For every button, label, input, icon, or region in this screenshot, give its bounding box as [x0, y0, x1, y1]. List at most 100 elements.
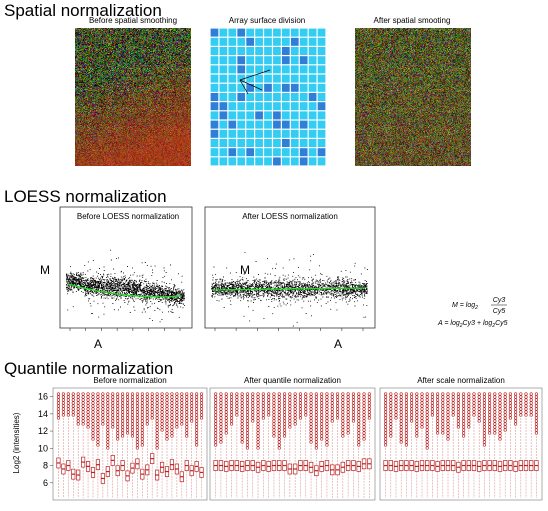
grid-cell — [237, 37, 246, 46]
outlier — [524, 407, 528, 411]
outlier — [120, 410, 125, 414]
outlier — [277, 416, 281, 420]
outlier — [195, 443, 199, 447]
outlier — [145, 407, 149, 411]
outlier — [155, 401, 159, 405]
grid-cell — [219, 74, 228, 83]
outlier — [96, 422, 100, 426]
outlier — [498, 407, 502, 411]
outlier — [261, 416, 265, 420]
outlier — [251, 401, 255, 405]
outlier — [357, 440, 361, 444]
outlier — [367, 407, 371, 411]
outlier — [101, 419, 105, 423]
outlier — [245, 446, 250, 450]
outlier — [175, 392, 179, 396]
outlier — [399, 422, 403, 426]
outlier — [534, 422, 539, 426]
outlier — [185, 398, 189, 402]
outlier — [111, 404, 115, 408]
outlier — [116, 437, 120, 441]
panel-title: After spatial smooting — [374, 16, 451, 25]
grid-cell — [317, 139, 326, 147]
outlier — [330, 398, 334, 402]
outlier — [135, 446, 139, 450]
outlier — [245, 428, 250, 432]
outlier — [320, 404, 324, 408]
outlier — [346, 401, 350, 405]
outlier — [404, 395, 409, 399]
outlier — [529, 404, 533, 408]
outlier — [256, 398, 260, 402]
outlier — [519, 395, 523, 399]
grid-cell — [290, 102, 299, 111]
outlier — [251, 395, 255, 399]
outlier — [96, 440, 100, 444]
outlier — [415, 407, 419, 411]
outlier — [66, 404, 70, 408]
grid-cell — [219, 28, 228, 37]
outlier — [185, 407, 189, 411]
outlier — [362, 392, 366, 396]
outlier — [288, 404, 292, 408]
outlier — [446, 437, 450, 441]
grid-cell — [219, 47, 228, 55]
grid-cell — [281, 93, 290, 101]
outlier — [135, 401, 139, 405]
outlier — [389, 419, 393, 423]
grid-cell — [219, 139, 228, 147]
grid-cell — [219, 120, 228, 129]
outlier — [357, 419, 361, 423]
outlier — [219, 437, 223, 441]
grid-cell — [237, 74, 246, 83]
outlier — [214, 422, 218, 426]
outlier — [529, 395, 533, 399]
outlier — [195, 410, 199, 414]
outlier — [261, 392, 265, 396]
outlier — [256, 416, 260, 420]
outlier — [524, 395, 528, 399]
outlier — [425, 407, 429, 411]
outlier — [251, 419, 255, 423]
grid-cell — [255, 157, 263, 166]
outlier — [482, 440, 487, 444]
outlier — [101, 392, 105, 396]
outlier — [116, 398, 120, 402]
outlier — [185, 428, 189, 432]
outlier — [529, 401, 533, 405]
outlier — [441, 404, 445, 408]
outlier — [256, 395, 260, 399]
outlier — [101, 413, 105, 417]
outlier — [240, 419, 244, 423]
outlier — [150, 398, 154, 402]
outlier — [462, 407, 466, 411]
outlier — [519, 392, 523, 396]
outlier — [81, 401, 85, 405]
outlier — [140, 437, 144, 441]
grid-cell — [264, 74, 272, 83]
grid-cell — [264, 47, 272, 55]
outlier — [277, 395, 281, 399]
outlier — [420, 392, 424, 396]
outlier — [320, 398, 324, 402]
grid-cell — [264, 157, 272, 166]
outlier — [240, 425, 244, 429]
grid-cell — [290, 28, 299, 37]
outlier — [140, 419, 144, 423]
outlier — [224, 431, 228, 435]
outlier — [282, 416, 287, 420]
outlier — [135, 425, 139, 429]
grid-cell — [273, 37, 281, 46]
outlier — [314, 413, 318, 417]
outlier — [66, 395, 70, 399]
outlier — [425, 413, 429, 417]
outlier — [116, 428, 120, 432]
outlier — [456, 395, 461, 399]
outlier — [160, 425, 164, 429]
surface-grid — [210, 28, 326, 166]
outlier — [81, 419, 85, 423]
outlier — [61, 392, 66, 396]
outlier — [61, 407, 66, 411]
outlier — [341, 392, 345, 396]
outlier — [498, 437, 502, 441]
